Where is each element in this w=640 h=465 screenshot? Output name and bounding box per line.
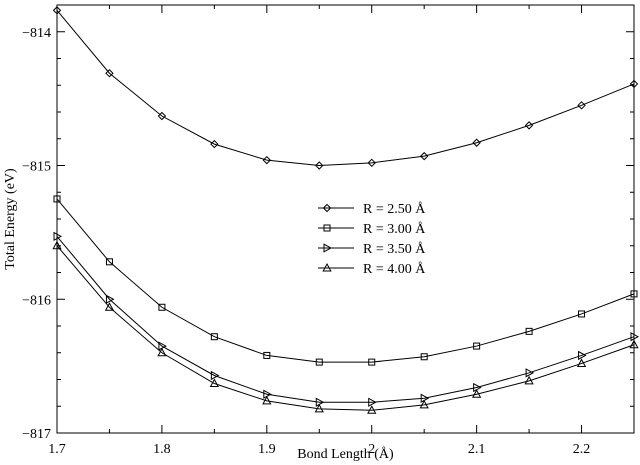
data-point — [315, 358, 323, 366]
data-point — [524, 121, 534, 130]
data-point — [262, 155, 272, 165]
series-3 — [53, 231, 640, 407]
x-tick-label: 2 — [368, 442, 375, 457]
data-point — [473, 342, 481, 350]
data-point — [210, 333, 218, 341]
legend-marker — [322, 203, 332, 213]
data-point — [157, 111, 167, 121]
x-tick-label: 1.9 — [258, 442, 276, 457]
data-point — [262, 395, 272, 405]
data-point — [419, 399, 429, 409]
data-point — [105, 69, 114, 78]
legend-item: R = 3.50 Å — [318, 241, 426, 257]
data-point — [263, 389, 272, 399]
legend-label: R = 3.50 Å — [363, 241, 426, 257]
legend-label: R = 3.00 Å — [363, 221, 426, 237]
y-tick-label: −815 — [22, 160, 51, 175]
plot-frame — [56, 4, 635, 434]
data-point — [578, 350, 587, 361]
y-axis-label: Total Energy (eV) — [3, 168, 18, 270]
data-point — [263, 351, 271, 359]
data-point — [315, 161, 324, 170]
data-point — [525, 368, 535, 378]
legend: R = 2.50 Å R = 3.00 Å R = 3.50 Å R = 4.00 Å — [318, 201, 426, 277]
legend-label: R = 4.00 Å — [363, 261, 426, 277]
legend-marker — [323, 243, 333, 253]
data-point — [158, 341, 167, 351]
data-point — [368, 358, 376, 366]
data-point — [420, 393, 430, 403]
data-point — [105, 258, 113, 266]
x-tick-label: 2.1 — [468, 442, 486, 457]
x-tick-label: 2.2 — [573, 442, 591, 457]
x-tick-label: 1.8 — [153, 442, 171, 457]
data-point — [473, 382, 482, 393]
data-point — [578, 310, 586, 318]
legend-item: R = 2.50 Å — [318, 201, 426, 217]
y-tick-label: −816 — [22, 293, 51, 308]
data-point — [367, 158, 376, 168]
data-point — [471, 389, 482, 398]
series-2 — [53, 195, 638, 366]
data-point — [420, 353, 428, 361]
data-point — [315, 397, 325, 407]
legend-label: R = 2.50 Å — [363, 201, 426, 217]
series-1 — [52, 6, 639, 170]
data-point — [525, 327, 533, 335]
legend-item: R = 3.00 Å — [318, 221, 426, 237]
axis-ticks: 1.7 1.8 1.9 2 2.1 2.2 −817 −816 −815 −814 — [22, 5, 635, 457]
data-point — [157, 347, 167, 357]
data-point — [104, 302, 115, 311]
legend-marker — [322, 262, 332, 272]
series-line — [56, 245, 635, 411]
series-line — [56, 236, 635, 403]
data-point — [472, 138, 481, 147]
legend-item: R = 4.00 Å — [318, 261, 426, 277]
x-tick-label: 1.7 — [48, 442, 66, 457]
data-point — [105, 294, 115, 304]
data-point — [210, 370, 220, 381]
series-line — [56, 198, 635, 363]
data-point — [210, 139, 219, 149]
x-axis-label: Bond Length (Å) — [297, 446, 394, 462]
data-point — [577, 101, 586, 110]
y-tick-label: −814 — [22, 26, 51, 41]
data-point — [314, 403, 324, 413]
data-point — [209, 378, 220, 388]
series-line — [56, 10, 635, 167]
data-point — [158, 303, 166, 311]
legend-marker — [323, 224, 331, 232]
data-point — [367, 405, 377, 414]
data-point — [576, 358, 587, 367]
y-tick-label: −817 — [22, 427, 51, 442]
plot-content — [52, 6, 640, 414]
data-point — [368, 397, 377, 407]
data-point — [419, 151, 429, 161]
data-point — [524, 375, 534, 385]
